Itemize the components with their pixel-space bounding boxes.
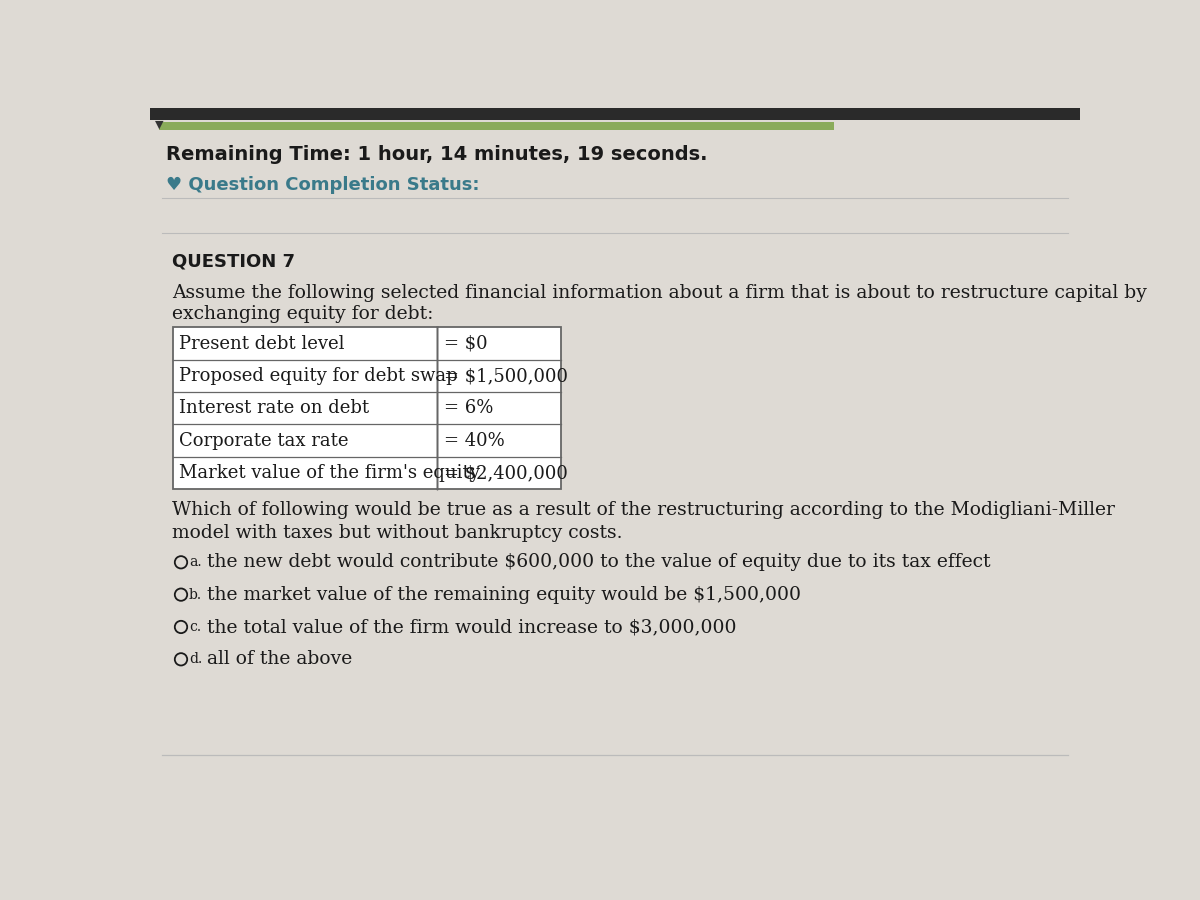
- Text: Assume the following selected financial information about a firm that is about t: Assume the following selected financial …: [172, 284, 1146, 302]
- Text: all of the above: all of the above: [208, 651, 353, 669]
- Text: = $0: = $0: [444, 335, 488, 353]
- Text: model with taxes but without bankruptcy costs.: model with taxes but without bankruptcy …: [172, 524, 623, 542]
- FancyBboxPatch shape: [150, 108, 1080, 120]
- Text: Which of following would be true as a result of the restructuring according to t: Which of following would be true as a re…: [172, 500, 1115, 518]
- Text: = 6%: = 6%: [444, 400, 494, 418]
- Text: ♥ Question Completion Status:: ♥ Question Completion Status:: [166, 176, 479, 194]
- Text: b.: b.: [188, 588, 202, 601]
- Text: Proposed equity for debt swap: Proposed equity for debt swap: [180, 367, 458, 385]
- Text: d.: d.: [188, 652, 202, 666]
- Text: the market value of the remaining equity would be $1,500,000: the market value of the remaining equity…: [208, 586, 802, 604]
- FancyBboxPatch shape: [173, 328, 560, 490]
- Text: Interest rate on debt: Interest rate on debt: [180, 400, 370, 418]
- Text: = $2,400,000: = $2,400,000: [444, 464, 569, 482]
- Text: c.: c.: [188, 620, 200, 634]
- Text: Corporate tax rate: Corporate tax rate: [180, 432, 349, 450]
- Text: = 40%: = 40%: [444, 432, 505, 450]
- Text: ▼: ▼: [155, 120, 163, 130]
- Text: Remaining Time: 1 hour, 14 minutes, 19 seconds.: Remaining Time: 1 hour, 14 minutes, 19 s…: [166, 145, 707, 164]
- Text: = $1,500,000: = $1,500,000: [444, 367, 569, 385]
- Text: Market value of the firm's equity: Market value of the firm's equity: [180, 464, 480, 482]
- Text: the new debt would contribute $600,000 to the value of equity due to its tax eff: the new debt would contribute $600,000 t…: [208, 554, 991, 572]
- Text: a.: a.: [188, 555, 202, 570]
- Text: exchanging equity for debt:: exchanging equity for debt:: [172, 305, 433, 323]
- Text: the total value of the firm would increase to $3,000,000: the total value of the firm would increa…: [208, 618, 737, 636]
- Text: QUESTION 7: QUESTION 7: [172, 253, 295, 271]
- FancyBboxPatch shape: [160, 122, 834, 130]
- Text: Present debt level: Present debt level: [180, 335, 344, 353]
